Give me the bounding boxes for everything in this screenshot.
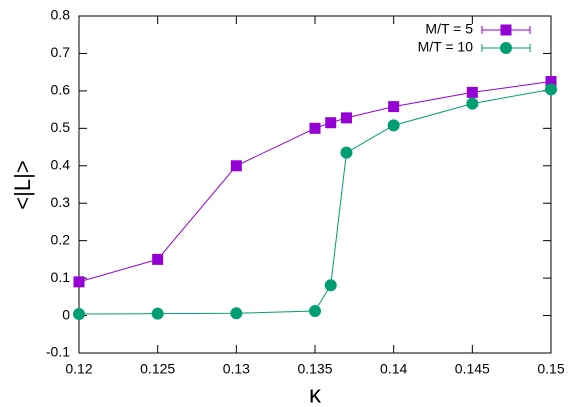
- marker: [545, 76, 557, 88]
- marker: [309, 305, 321, 318]
- x-tick-label: 0.15: [537, 361, 564, 377]
- legend-label: M/T = 5: [425, 21, 473, 37]
- marker: [73, 276, 85, 288]
- y-tick-label: 0.4: [51, 156, 71, 172]
- x-tick-label: 0.135: [297, 361, 332, 377]
- y-tick-label: 0.1: [51, 269, 71, 285]
- x-tick-label: 0.14: [380, 361, 407, 377]
- y-tick-label: 0.7: [51, 44, 71, 60]
- y-tick-label: -0.1: [46, 344, 70, 360]
- y-tick-label: 0.6: [51, 82, 71, 98]
- series-line: [78, 81, 552, 283]
- y-tick-label: 0.8: [51, 7, 71, 23]
- marker: [340, 146, 353, 159]
- marker: [466, 97, 479, 110]
- y-tick-label: 0.3: [51, 194, 71, 210]
- y-tick-label: 0.2: [51, 231, 71, 247]
- marker: [324, 279, 337, 292]
- marker: [545, 83, 557, 96]
- x-axis-label: κ: [309, 381, 322, 407]
- marker: [309, 122, 321, 134]
- marker: [340, 112, 352, 124]
- legend-marker: [500, 24, 512, 36]
- y-axis-label: <|L|>: [10, 160, 35, 209]
- x-tick-label: 0.13: [223, 361, 250, 377]
- y-tick-label: 0: [62, 306, 70, 322]
- marker: [151, 307, 164, 320]
- x-tick-label: 0.125: [140, 361, 175, 377]
- marker: [73, 308, 85, 321]
- marker: [388, 101, 400, 113]
- legend-label: M/T = 10: [418, 39, 474, 55]
- y-tick-label: 0.5: [51, 119, 71, 135]
- marker: [230, 307, 243, 320]
- marker: [230, 160, 242, 172]
- marker: [387, 119, 400, 132]
- x-tick-label: 0.145: [455, 361, 490, 377]
- marker: [466, 86, 478, 98]
- plot-frame: [78, 15, 552, 354]
- legend-marker: [500, 42, 512, 54]
- x-tick-label: 0.12: [65, 361, 92, 377]
- marker: [152, 253, 164, 265]
- marker: [325, 117, 337, 129]
